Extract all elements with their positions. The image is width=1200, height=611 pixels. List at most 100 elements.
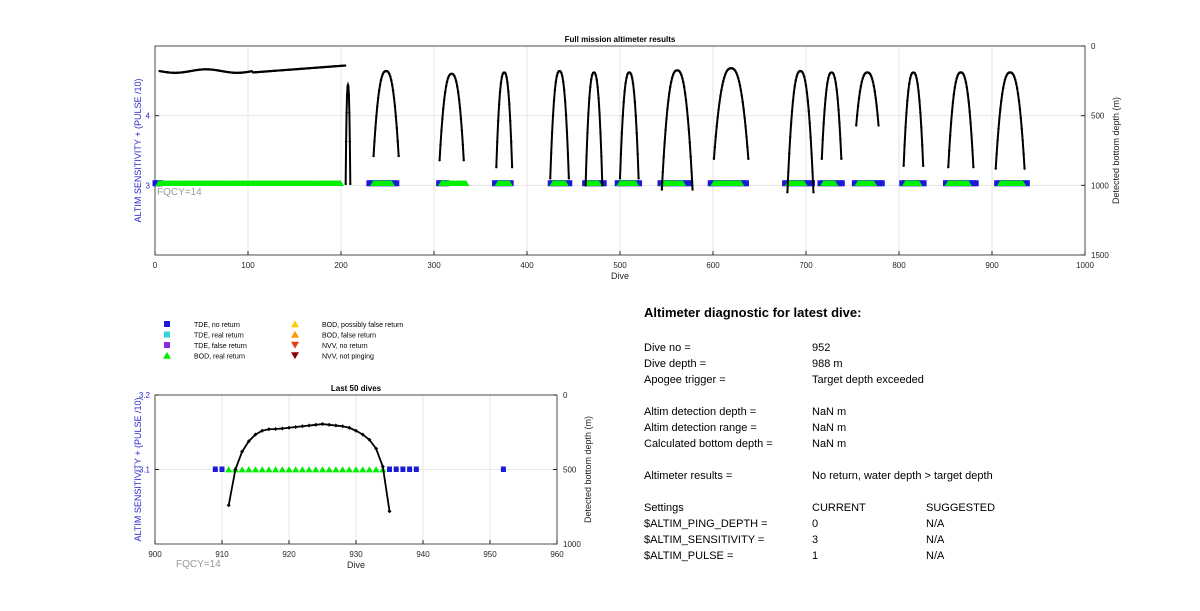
- depth-point: [300, 424, 305, 429]
- setting-suggested: N/A: [926, 518, 945, 530]
- setting-current: 0: [812, 518, 819, 530]
- depth-point: [499, 81, 503, 84]
- depth-point: [712, 157, 716, 161]
- depth-point: [716, 116, 719, 119]
- depth-point: [914, 73, 917, 77]
- diagnostic-heading: Altimeter diagnostic for latest dive:: [644, 305, 862, 320]
- depth-point: [347, 85, 350, 88]
- depth-point: [345, 93, 349, 97]
- depth-point: [387, 509, 392, 514]
- depth-point: [293, 425, 298, 430]
- depth-point: [740, 94, 744, 98]
- depth-point: [563, 88, 566, 92]
- depth-point: [313, 422, 318, 427]
- depth-point: [1001, 86, 1005, 90]
- depth-point: [458, 107, 462, 110]
- depth-point: [374, 126, 377, 130]
- x-tick-label: 900: [985, 261, 999, 270]
- depth-point: [455, 80, 458, 83]
- depth-point: [669, 80, 673, 84]
- depth-point: [388, 72, 391, 76]
- bod-real-return-marker: [372, 466, 380, 473]
- depth-point: [999, 107, 1002, 110]
- dive-depth-value: 988 m: [812, 358, 843, 370]
- depth-point: [585, 155, 588, 158]
- depth-point: [873, 90, 877, 93]
- tde-no-return-marker: [366, 180, 372, 187]
- x-axis-label: Dive: [611, 271, 629, 281]
- tde-no-return-marker: [500, 466, 506, 472]
- depth-point: [347, 93, 351, 97]
- depth-point: [723, 73, 727, 77]
- depth-point: [589, 78, 593, 81]
- y-left-axis-label: ALTIM SENSITIVITY + (PULSE /10): [133, 398, 143, 542]
- depth-point: [372, 154, 375, 158]
- depth-point: [821, 138, 824, 141]
- bod-real-return-series: [155, 180, 1027, 187]
- bod-real-return-marker: [359, 466, 367, 473]
- settings-label: Settings: [644, 502, 684, 514]
- depth-point: [444, 85, 448, 88]
- depth-point: [393, 105, 397, 108]
- depth-point: [634, 114, 638, 118]
- depth-point: [549, 152, 553, 155]
- x-axis-label: Dive: [347, 560, 365, 570]
- depth-point: [1003, 78, 1007, 81]
- tde-no-return-marker: [682, 180, 688, 187]
- depth-point: [233, 467, 238, 472]
- bod-real-return-marker: [258, 466, 266, 473]
- depth-point: [686, 117, 690, 120]
- tde-no-return-marker: [567, 180, 573, 187]
- depth-point: [621, 114, 624, 118]
- depth-point: [509, 119, 512, 123]
- depth-point: [1012, 73, 1015, 77]
- bod-real-return-marker: [737, 180, 745, 187]
- depth-point: [1018, 107, 1022, 110]
- legend-marker-triangle: [291, 330, 299, 338]
- results-row: Altimeter results = No return, water dep…: [644, 468, 1164, 484]
- depth-point: [839, 138, 842, 141]
- tde-no-return-marker: [685, 180, 691, 187]
- tde-no-return-marker: [921, 180, 927, 187]
- depth-point: [738, 84, 742, 87]
- detect-range-value: NaN m: [812, 422, 847, 434]
- legend-marker-triangle: [291, 320, 299, 328]
- depth-point: [739, 89, 743, 92]
- depth-point: [554, 80, 558, 84]
- tde-no-return-marker: [943, 180, 948, 187]
- depth-point: [969, 121, 972, 125]
- legend-label: BOD, real return: [194, 354, 245, 361]
- tde-no-return-marker: [369, 180, 375, 187]
- depth-point: [240, 449, 245, 454]
- depth-point: [669, 85, 672, 89]
- depth-point: [670, 76, 674, 80]
- depth-point: [838, 122, 841, 125]
- depth-point: [1015, 86, 1019, 90]
- depth-point: [440, 129, 443, 132]
- depth-point: [970, 134, 973, 138]
- depth-point: [870, 77, 874, 80]
- depth-point: [689, 155, 692, 158]
- tde-no-return-marker: [219, 466, 225, 472]
- bod-real-return-marker: [265, 466, 273, 473]
- x-tick-label: 800: [892, 261, 906, 270]
- depth-point: [735, 71, 738, 74]
- x-tick-label: 1000: [1076, 261, 1094, 270]
- bod-real-return-marker: [1019, 180, 1027, 187]
- depth-point: [786, 191, 789, 194]
- depth-point: [380, 75, 384, 78]
- depth-point: [947, 166, 950, 169]
- tde-no-return-marker: [491, 180, 497, 187]
- depth-point: [874, 97, 877, 100]
- depth-point: [965, 86, 969, 89]
- depth-point: [500, 75, 504, 79]
- depth-point: [510, 166, 514, 169]
- depth-point: [961, 72, 965, 76]
- depth-point: [823, 108, 826, 111]
- depth-point: [794, 79, 797, 82]
- depth-point: [972, 166, 975, 169]
- dive-no-value: 952: [812, 342, 831, 354]
- tde-no-return-marker: [508, 180, 514, 187]
- depth-point: [788, 136, 792, 139]
- tde-no-return-marker: [743, 180, 749, 187]
